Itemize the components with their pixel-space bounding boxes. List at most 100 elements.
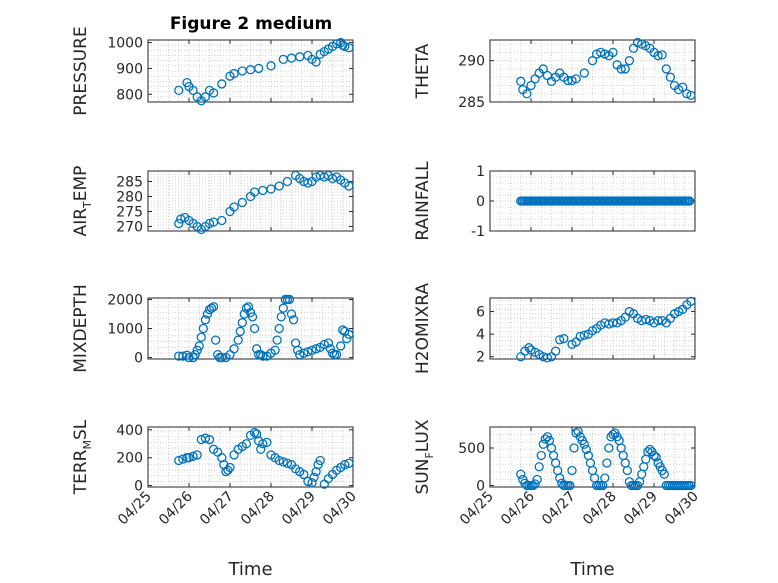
subplot-theta: 285 290 THETA [413,37,696,111]
data-point [247,312,258,322]
data-point [686,90,696,101]
data-point [340,460,350,470]
data-point [237,318,247,328]
data-point [659,469,669,479]
x-tick-label: 04/29 [279,489,319,529]
data-point [198,323,209,334]
data-point [516,469,526,479]
data-point [286,309,297,319]
data-point [338,325,348,335]
data-point [565,480,575,491]
data-point [573,426,583,437]
y-tick-label: 280 [116,190,143,206]
axes-frame [489,297,696,360]
y-tick-label: 285 [458,95,485,111]
y-tick-label: 6 [476,305,485,321]
data-series [174,427,354,489]
data-point [581,444,591,455]
x-tick-label: 04/28 [238,489,278,529]
x-axis-label: Time [569,559,614,580]
data-point [200,92,211,102]
data-point [331,349,342,360]
data-point [555,473,565,483]
data-point [338,40,348,50]
data-point [274,181,284,191]
y-axis-label: PRESSURE [71,26,91,115]
y-tick-label: 900 [116,61,143,77]
y-tick-label: 1000 [107,36,143,52]
data-point [192,345,202,355]
data-point [237,197,247,208]
data-point [303,178,313,188]
data-point [204,218,215,229]
data-point [315,455,325,466]
data-series [174,294,354,363]
data-point [344,43,354,53]
data-point [217,215,227,226]
x-tick-label: 04/30 [320,489,360,529]
data-point [190,349,200,360]
data-point [196,332,206,342]
data-point [624,56,635,66]
x-tick-label: 04/30 [662,489,702,529]
data-point [188,352,198,363]
y-axis-label: AIRTEMP [71,166,94,237]
data-point [661,64,671,74]
data-point [331,39,342,49]
x-axis-label: Time [227,559,272,580]
data-point [602,458,612,468]
data-point [249,323,260,334]
data-point [278,303,288,313]
data-series [516,426,696,491]
data-point [208,88,219,98]
data-point [210,335,221,345]
y-tick-label: 0 [476,479,485,495]
data-point [608,318,618,328]
data-point [550,346,561,356]
x-tick-label: 04/26 [156,488,196,528]
y-axis-label: RAINFALL [413,161,433,241]
y-axis-label: SUNFLUX [413,419,436,494]
data-point [526,80,536,91]
data-point [200,433,211,443]
data-point [649,450,659,461]
data-point [274,323,284,334]
data-point [243,302,254,312]
data-point [340,41,350,52]
y-tick-label: -1 [471,224,485,240]
data-series [516,196,695,206]
data-point [174,218,184,229]
data-point [538,64,548,74]
data-point [653,315,663,326]
y-tick-label: 500 [458,441,485,457]
data-point [637,39,647,49]
data-point [303,347,313,357]
data-point [678,82,688,92]
subplot-h2omixra: 2 4 6 H2OMIXRA [413,283,696,374]
y-tick-label: 2000 [107,292,143,308]
data-point [540,434,550,444]
data-series [174,170,354,235]
data-point [600,473,610,483]
data-point [270,345,280,355]
data-point [239,309,250,319]
y-tick-label: 200 [116,451,143,467]
data-point [229,344,239,354]
data-point [206,303,217,313]
data-point [567,465,577,476]
data-point [178,454,188,464]
data-point [282,458,293,468]
data-point [274,455,284,466]
y-tick-label: 800 [116,87,143,103]
data-point [665,72,676,82]
data-point [272,335,282,345]
data-point [233,335,243,345]
data-point [256,444,266,454]
data-point [217,352,227,363]
data-point [311,344,321,354]
y-axis-label: MIXDEPTH [71,284,91,373]
data-point [604,443,614,453]
